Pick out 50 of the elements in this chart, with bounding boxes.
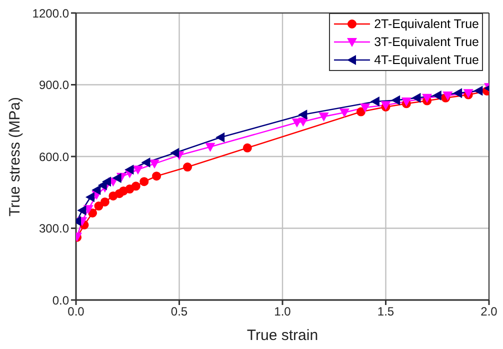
y-tick-label: 1200.0 bbox=[32, 6, 70, 20]
point bbox=[183, 162, 192, 172]
point bbox=[298, 110, 308, 120]
x-axis-title: True strain bbox=[246, 327, 318, 344]
point bbox=[474, 86, 483, 96]
point bbox=[131, 182, 140, 191]
point bbox=[432, 90, 442, 101]
y-tick-label: 300.0 bbox=[38, 222, 70, 236]
legend-label: 4T-Equivalent True bbox=[374, 53, 479, 67]
point bbox=[339, 108, 350, 118]
point bbox=[453, 88, 462, 98]
x-tick-label: 0.0 bbox=[68, 304, 85, 319]
y-tick-label: 0.0 bbox=[52, 293, 70, 308]
point bbox=[92, 184, 101, 195]
y-tick-label: 900.0 bbox=[38, 78, 70, 92]
point bbox=[83, 205, 94, 214]
point bbox=[412, 92, 421, 103]
y-tick-label: 600.0 bbox=[38, 150, 70, 164]
point bbox=[94, 202, 104, 211]
point bbox=[242, 143, 252, 152]
point bbox=[77, 205, 86, 216]
point bbox=[124, 164, 134, 175]
x-tick-label: 0.5 bbox=[170, 304, 188, 319]
point bbox=[391, 95, 400, 106]
point bbox=[102, 176, 111, 187]
x-tick-label: 2.0 bbox=[480, 304, 498, 319]
point bbox=[132, 166, 143, 175]
point bbox=[205, 142, 216, 152]
point bbox=[360, 103, 370, 112]
y-axis-title: True stress (MPa) bbox=[6, 97, 24, 216]
point bbox=[170, 148, 180, 158]
point bbox=[298, 118, 308, 127]
point bbox=[140, 177, 149, 186]
point bbox=[318, 112, 329, 122]
x-tick-label: 1.0 bbox=[274, 304, 292, 319]
point bbox=[422, 94, 432, 103]
point bbox=[442, 92, 453, 101]
point bbox=[356, 107, 366, 116]
legend-label: 2T-Equivalent True bbox=[374, 17, 479, 31]
point bbox=[370, 96, 380, 106]
point bbox=[141, 157, 150, 168]
point bbox=[216, 132, 225, 142]
point bbox=[149, 160, 160, 169]
point bbox=[112, 173, 122, 184]
x-tick-label: 1.5 bbox=[377, 304, 394, 319]
point bbox=[100, 197, 110, 206]
legend-label: 3T-Equivalent True bbox=[374, 35, 479, 49]
point bbox=[85, 192, 94, 202]
point bbox=[88, 208, 98, 218]
point bbox=[152, 172, 162, 181]
